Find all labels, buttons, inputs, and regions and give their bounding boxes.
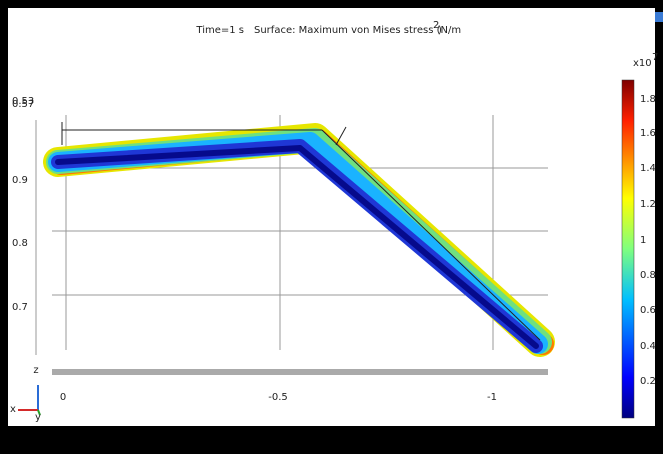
colorbar-exponent: 7 (652, 52, 658, 63)
triad-x: x (10, 404, 16, 415)
title-close: ) (438, 25, 442, 36)
x-tick-label: 0 (60, 392, 66, 403)
colorbar-scale: x10 (633, 58, 652, 69)
axis-ruler (52, 369, 548, 375)
title-time: Time=1 s (195, 25, 244, 36)
colorbar-tick-label: 0.8 (640, 270, 656, 281)
triad-y: y (35, 412, 41, 423)
toolbar-icon[interactable] (655, 12, 663, 22)
triad-z: z (33, 365, 38, 376)
colorbar-tick-label: 1.4 (640, 163, 656, 174)
y-tick-label: 0.9 (12, 175, 28, 186)
colorbar-tick-label: 0.4 (640, 341, 656, 352)
viewport (8, 8, 655, 426)
y-tick-label: 0.57 (12, 99, 34, 110)
x-tick-label: -0.5 (268, 392, 288, 403)
colorbar-tick-label: 0.2 (640, 376, 656, 387)
x-tick-label: -1 (487, 392, 497, 403)
title-surface: Surface: Maximum von Mises stress (N/m (254, 25, 461, 36)
colorbar-tick-label: 1 (640, 235, 646, 246)
y-tick-label: 0.7 (12, 302, 28, 313)
screenshot: Time=1 s Surface: Maximum von Mises stres… (0, 0, 663, 454)
colorbar-tick-label: 0.6 (640, 305, 656, 316)
colorbar (622, 80, 634, 418)
colorbar-tick-label: 1.6 (640, 128, 656, 139)
colorbar-tick-label: 1.2 (640, 199, 656, 210)
colorbar-tick-label: 1.8 (640, 94, 656, 105)
y-tick-label: 0.8 (12, 238, 28, 249)
